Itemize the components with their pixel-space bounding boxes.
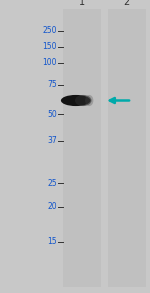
Bar: [108, 9, 146, 287]
Text: 37: 37: [47, 136, 57, 145]
Text: 15: 15: [47, 237, 57, 246]
Bar: [63, 9, 100, 287]
Ellipse shape: [61, 95, 91, 106]
Text: 75: 75: [47, 81, 57, 89]
Text: 50: 50: [47, 110, 57, 119]
Ellipse shape: [85, 95, 93, 106]
Text: 1: 1: [79, 0, 85, 7]
Text: 25: 25: [47, 179, 57, 188]
Text: 100: 100: [42, 59, 57, 67]
Text: 2: 2: [124, 0, 130, 7]
Text: 250: 250: [42, 26, 57, 35]
Text: 150: 150: [42, 42, 57, 51]
Text: 20: 20: [47, 202, 57, 211]
Ellipse shape: [75, 95, 92, 106]
